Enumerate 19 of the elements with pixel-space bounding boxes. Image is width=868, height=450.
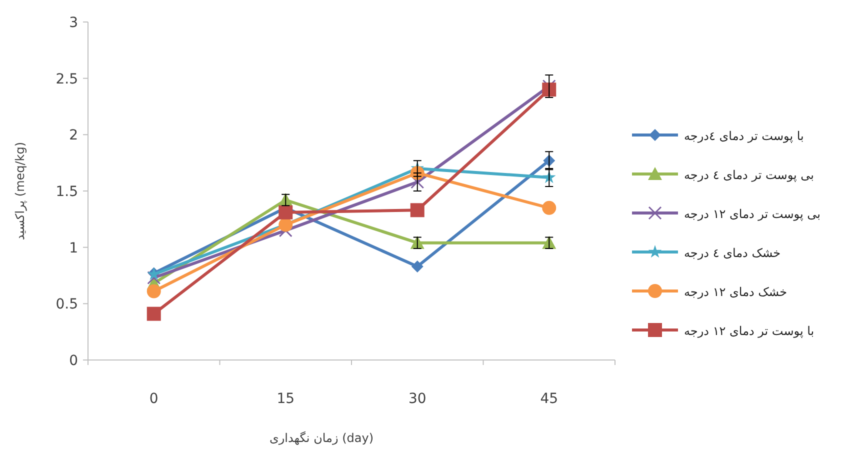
- x-tick-label: 0: [149, 391, 158, 407]
- y-tick-label: 0.5: [56, 296, 78, 313]
- y-tick-label: 0: [69, 353, 78, 369]
- x-axis-title: زمان نگهداری (day): [269, 431, 374, 445]
- x-tick-label: 45: [540, 391, 558, 407]
- y-tick-label: 2: [69, 128, 78, 144]
- x-tick-label: 15: [276, 391, 295, 407]
- legend-label: با پوست تر دمای ١٢ درجه: [684, 324, 814, 338]
- x-tick-label: 30: [408, 391, 426, 407]
- y-axis-title: پراکسید (meq/kg): [13, 142, 27, 240]
- legend-label: با پوست تر دمای ٤درجه: [684, 129, 804, 143]
- y-tick-label: 2.5: [56, 71, 78, 88]
- legend-label: بی پوست تر دمای ١٢ درجه: [684, 207, 820, 221]
- y-tick-label: 3: [69, 15, 78, 31]
- legend-label: خشک دمای ٤ درجه: [684, 246, 781, 260]
- legend-label: خشک دمای ١٢ درجه: [684, 285, 788, 299]
- y-tick-label: 1.5: [56, 184, 78, 200]
- legend-label: بی پوست تر دمای ٤ درجه: [684, 168, 814, 182]
- y-tick-label: 1: [69, 240, 78, 256]
